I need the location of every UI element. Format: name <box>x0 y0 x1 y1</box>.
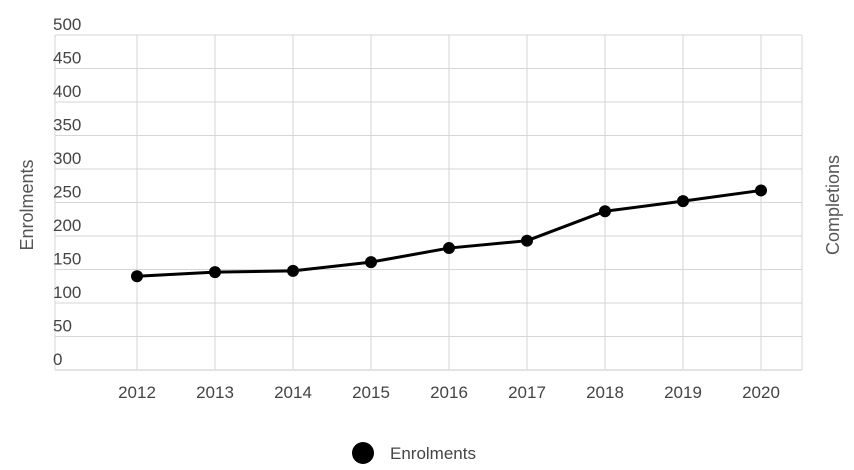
y-tick-label: 450 <box>53 49 81 68</box>
data-point <box>209 266 221 279</box>
data-point <box>287 264 299 277</box>
data-point <box>677 195 689 208</box>
x-tick-label: 2019 <box>664 383 702 402</box>
y-tick-label: 250 <box>53 183 81 202</box>
y-tick-label: 300 <box>53 149 81 168</box>
y-axis-title-left: Enrolments <box>17 159 37 250</box>
x-tick-label: 2016 <box>430 383 468 402</box>
series-layer <box>131 184 767 283</box>
x-tick-label: 2014 <box>274 383 312 402</box>
legend: Enrolments <box>352 442 476 464</box>
y-tick-label: 500 <box>53 15 81 34</box>
y-axis-title-right: Completions <box>823 155 843 255</box>
y-tick-label: 200 <box>53 216 81 235</box>
y-tick-label: 100 <box>53 283 81 302</box>
x-tick-label: 2018 <box>586 383 624 402</box>
y-tick-label: 400 <box>53 82 81 101</box>
y-tick-label: 150 <box>53 250 81 269</box>
data-point <box>131 270 143 283</box>
data-point <box>365 256 377 269</box>
x-tick-label: 2013 <box>196 383 234 402</box>
legend-label-enrolments: Enrolments <box>390 444 476 463</box>
y-tick-label: 350 <box>53 116 81 135</box>
x-tick-label: 2017 <box>508 383 546 402</box>
x-axis-ticks: 2012 2013 2014 2015 2016 2017 2018 2019 2020 <box>118 383 780 402</box>
data-point <box>755 184 767 197</box>
x-tick-label: 2015 <box>352 383 390 402</box>
x-tick-label: 2012 <box>118 383 156 402</box>
data-point <box>599 205 611 218</box>
data-point <box>443 242 455 255</box>
data-point <box>521 234 533 247</box>
x-tick-label: 2020 <box>742 383 780 402</box>
legend-marker-enrolments <box>352 442 374 464</box>
y-tick-label: 50 <box>53 317 72 336</box>
y-tick-label: 0 <box>53 350 62 369</box>
grid <box>54 34 803 371</box>
